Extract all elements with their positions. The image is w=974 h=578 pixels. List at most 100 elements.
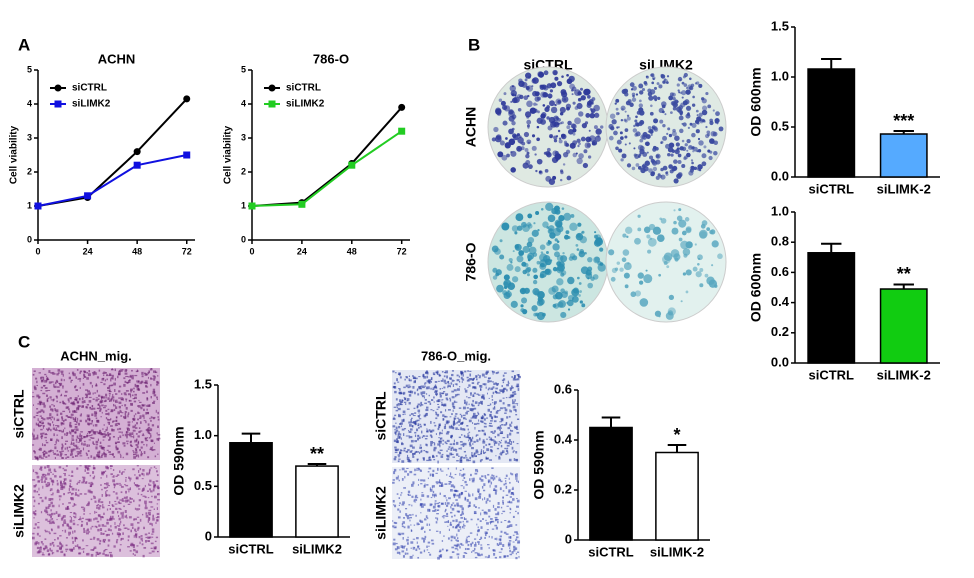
cell [155,455,156,457]
colony [504,286,507,289]
colony [713,109,715,111]
cell [466,411,469,412]
cell [517,531,518,534]
cell [62,530,63,531]
cell [98,507,100,510]
cell [127,415,128,418]
cell [409,520,410,522]
cell [497,506,500,508]
cell [101,471,103,474]
cell [511,410,512,412]
cell [398,475,399,477]
cell [46,510,48,513]
cell [467,370,469,372]
cell [35,541,38,544]
cell [127,528,129,530]
y-axis-label: OD 590nm [171,426,187,495]
colony [696,150,698,152]
cell [436,483,438,484]
cell [151,396,152,398]
cell [430,388,431,390]
colony [692,103,695,106]
y-axis-label: OD 600nm [748,253,764,322]
cell [38,503,40,505]
cell [490,477,493,480]
colony [578,98,581,101]
cell [154,466,155,468]
cell [158,488,159,489]
cell [407,449,409,451]
cell [465,419,466,420]
cell [464,527,465,528]
cell [157,507,158,510]
cell [51,518,53,520]
cell [513,535,515,536]
cell [103,383,105,385]
cell [496,538,497,541]
colony [564,141,567,144]
cell [102,504,103,507]
y-axis-label: Cell viability [223,125,234,184]
cell [104,541,106,543]
colony [650,172,655,177]
cell [143,444,144,445]
cell [64,379,65,381]
cell [480,452,482,455]
cell [33,436,34,438]
cell [407,517,409,519]
cell [414,392,416,395]
colony [684,83,688,87]
colony [706,131,710,135]
cell [500,487,502,490]
cell [402,546,405,548]
cell [71,453,73,456]
cell [514,391,516,393]
colony [622,89,627,94]
cell [428,379,431,382]
colony [699,230,708,239]
cell [399,502,401,504]
cell [488,481,489,483]
cell [439,392,441,395]
cell [88,482,90,484]
colony [547,94,552,99]
cell [148,512,151,515]
cell [413,415,416,416]
cell [85,469,86,472]
cell [482,486,483,489]
cell [107,554,109,556]
cell [495,513,498,515]
cell [406,539,409,542]
cell [482,415,484,416]
cell [37,533,39,536]
colony [564,235,569,240]
cell [492,371,494,372]
cell [474,408,477,410]
colony [579,249,584,254]
cell [145,440,148,441]
series-line [252,107,402,206]
cell [121,397,123,400]
cell [413,421,416,423]
cell [133,549,135,551]
cell [81,482,84,484]
cell [437,468,439,471]
colony [547,148,551,152]
colony [516,255,523,262]
cell [463,418,466,420]
cell [478,430,481,432]
cell [499,400,502,402]
cell [499,556,501,558]
cell [106,522,109,525]
cell [426,370,428,372]
cell [86,444,88,447]
cell [430,444,432,447]
colony [535,170,537,172]
cell [108,451,111,453]
colony [637,227,641,231]
cell [65,549,68,551]
cell [40,402,43,403]
cell [76,439,77,441]
y-tick-label: 0 [27,234,32,244]
cell [518,388,520,391]
